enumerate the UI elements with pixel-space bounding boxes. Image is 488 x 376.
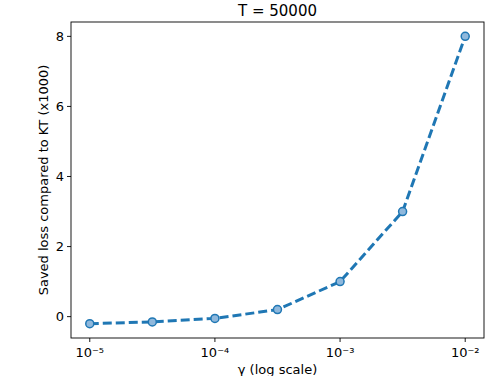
data-point [461, 32, 469, 40]
data-point [211, 314, 219, 322]
plot-area [86, 32, 469, 327]
y-tick [67, 36, 71, 37]
x-tick-label: 10⁻⁴ [201, 345, 230, 360]
title: T = 50000 [237, 2, 317, 20]
plot-frame [71, 22, 484, 338]
data-point [86, 320, 94, 328]
x-axis-label: γ (log scale) [238, 362, 317, 376]
x-tick [465, 338, 466, 342]
x-tick [214, 338, 215, 342]
x-tick [340, 338, 341, 342]
y-tick-label: 4 [56, 169, 64, 184]
data-point [148, 318, 156, 326]
y-tick [67, 176, 71, 177]
data-point [336, 278, 344, 286]
data-point [399, 208, 407, 216]
x-tick-label: 10⁻² [451, 345, 480, 360]
y-tick [67, 106, 71, 107]
y-axis-label: Saved loss compared to KT (x1000) [36, 65, 51, 296]
x-tick-label: 10⁻³ [326, 345, 355, 360]
y-tick-label: 6 [56, 99, 64, 114]
y-tick-label: 0 [56, 309, 64, 324]
x-tick [89, 338, 90, 342]
chart: 10⁻⁵ 10⁻⁴ 10⁻³ 10⁻² 0 2 4 6 8 T = 50000 γ (log sca… [0, 0, 488, 376]
data-point [273, 306, 281, 314]
y-tick-label: 8 [56, 29, 64, 44]
y-tick-label: 2 [56, 239, 64, 254]
y-tick [67, 246, 71, 247]
y-tick [67, 316, 71, 317]
x-tick-label: 10⁻⁵ [75, 345, 104, 360]
data-line [90, 36, 465, 323]
